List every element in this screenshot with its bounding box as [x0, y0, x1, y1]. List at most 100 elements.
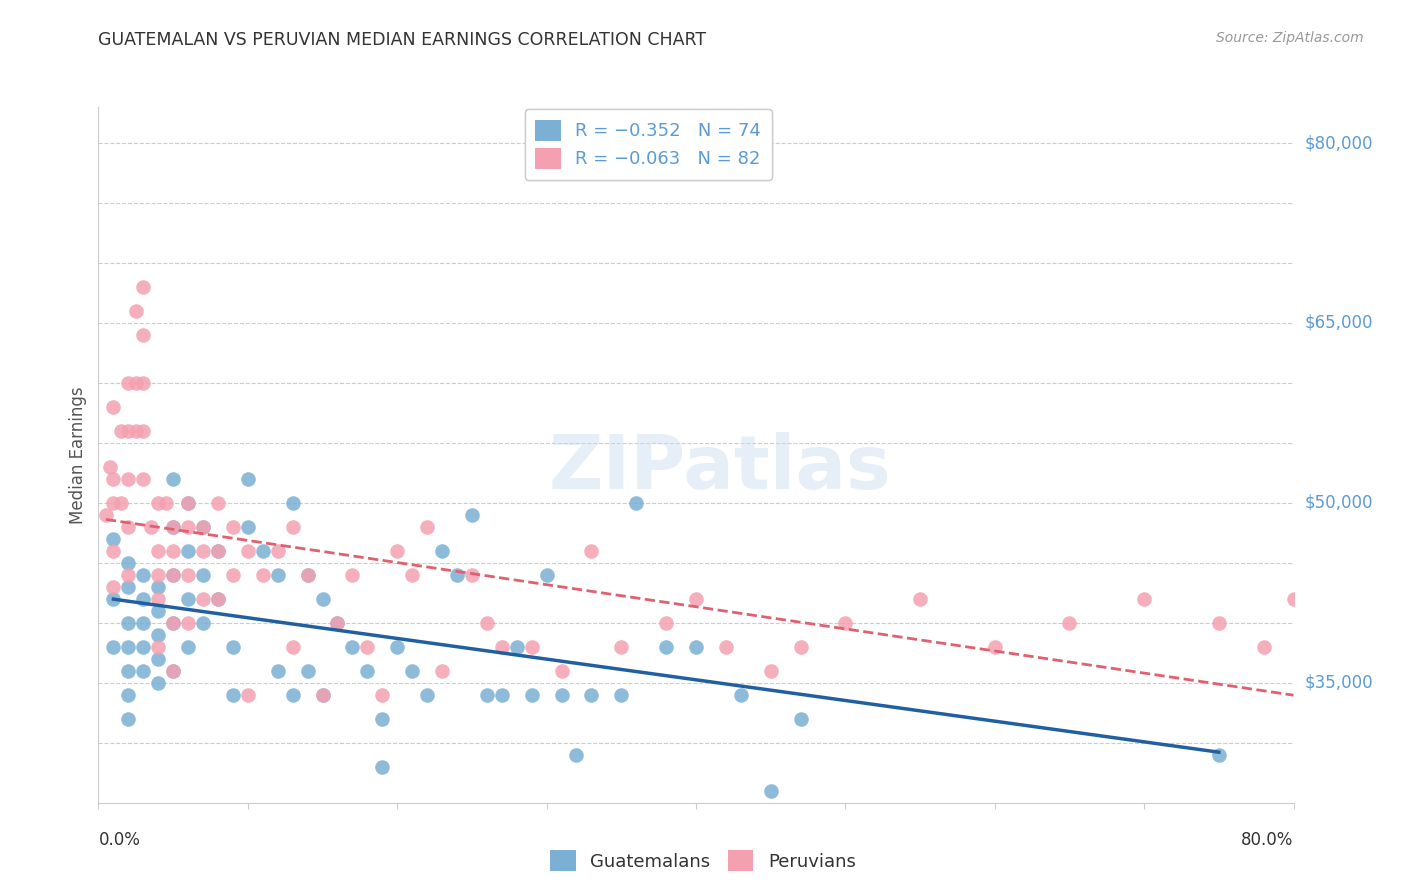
Point [297, 664, 319, 678]
Point [401, 664, 423, 678]
Point [430, 664, 453, 678]
Point [117, 376, 139, 390]
Point [520, 640, 543, 654]
Point [98, 459, 122, 474]
Point [416, 688, 439, 702]
Point [624, 496, 647, 510]
Point [371, 688, 394, 702]
Point [685, 640, 707, 654]
Point [132, 640, 155, 654]
Text: 0.0%: 0.0% [98, 830, 141, 848]
Point [148, 676, 170, 690]
Point [222, 640, 245, 654]
Point [148, 652, 170, 666]
Point [103, 496, 125, 510]
Point [475, 615, 498, 630]
Point [162, 472, 184, 486]
Point [236, 520, 259, 534]
Point [132, 328, 155, 343]
Point [117, 580, 139, 594]
Text: GUATEMALAN VS PERUVIAN MEDIAN EARNINGS CORRELATION CHART: GUATEMALAN VS PERUVIAN MEDIAN EARNINGS C… [98, 31, 707, 49]
Point [685, 591, 707, 606]
Point [1208, 615, 1230, 630]
Point [385, 640, 409, 654]
Point [207, 496, 229, 510]
Point [139, 520, 162, 534]
Text: $80,000: $80,000 [1305, 134, 1374, 152]
Point [117, 472, 139, 486]
Point [759, 664, 782, 678]
Point [103, 640, 125, 654]
Point [326, 615, 349, 630]
Point [207, 591, 229, 606]
Point [132, 376, 155, 390]
Point [401, 567, 423, 582]
Point [148, 604, 170, 618]
Point [267, 664, 290, 678]
Point [191, 520, 214, 534]
Point [103, 400, 125, 414]
Y-axis label: Median Earnings: Median Earnings [69, 386, 87, 524]
Point [117, 520, 139, 534]
Point [236, 688, 259, 702]
Legend: R = −0.352   N = 74, R = −0.063   N = 82: R = −0.352 N = 74, R = −0.063 N = 82 [524, 109, 772, 179]
Legend: Guatemalans, Peruvians: Guatemalans, Peruvians [543, 843, 863, 879]
Point [117, 567, 139, 582]
Point [281, 520, 304, 534]
Point [834, 615, 856, 630]
Point [162, 664, 184, 678]
Point [117, 688, 139, 702]
Point [311, 688, 333, 702]
Text: Source: ZipAtlas.com: Source: ZipAtlas.com [1216, 31, 1364, 45]
Point [191, 544, 214, 558]
Point [311, 688, 333, 702]
Point [222, 567, 245, 582]
Point [252, 544, 274, 558]
Text: $65,000: $65,000 [1305, 314, 1374, 332]
Point [281, 688, 304, 702]
Point [1253, 640, 1275, 654]
Point [236, 544, 259, 558]
Point [297, 567, 319, 582]
Point [461, 567, 484, 582]
Point [385, 544, 409, 558]
Point [117, 615, 139, 630]
Point [110, 424, 132, 438]
Point [132, 591, 155, 606]
Point [177, 591, 200, 606]
Point [125, 376, 148, 390]
Point [491, 688, 513, 702]
Point [789, 640, 811, 654]
Point [148, 567, 170, 582]
Point [983, 640, 1005, 654]
Point [416, 520, 439, 534]
Point [177, 544, 200, 558]
Point [610, 640, 633, 654]
Point [326, 615, 349, 630]
Point [506, 640, 529, 654]
Point [155, 496, 177, 510]
Point [371, 760, 394, 774]
Point [132, 664, 155, 678]
Point [132, 472, 155, 486]
Point [1208, 747, 1230, 762]
Point [356, 664, 378, 678]
Point [371, 712, 394, 726]
Point [311, 591, 333, 606]
Text: $35,000: $35,000 [1305, 673, 1374, 692]
Point [191, 615, 214, 630]
Point [789, 712, 811, 726]
Point [207, 544, 229, 558]
Point [162, 615, 184, 630]
Point [177, 520, 200, 534]
Point [177, 567, 200, 582]
Point [117, 424, 139, 438]
Point [132, 280, 155, 294]
Point [267, 544, 290, 558]
Point [207, 544, 229, 558]
Point [162, 664, 184, 678]
Point [1133, 591, 1156, 606]
Point [132, 615, 155, 630]
Point [177, 496, 200, 510]
Point [297, 567, 319, 582]
